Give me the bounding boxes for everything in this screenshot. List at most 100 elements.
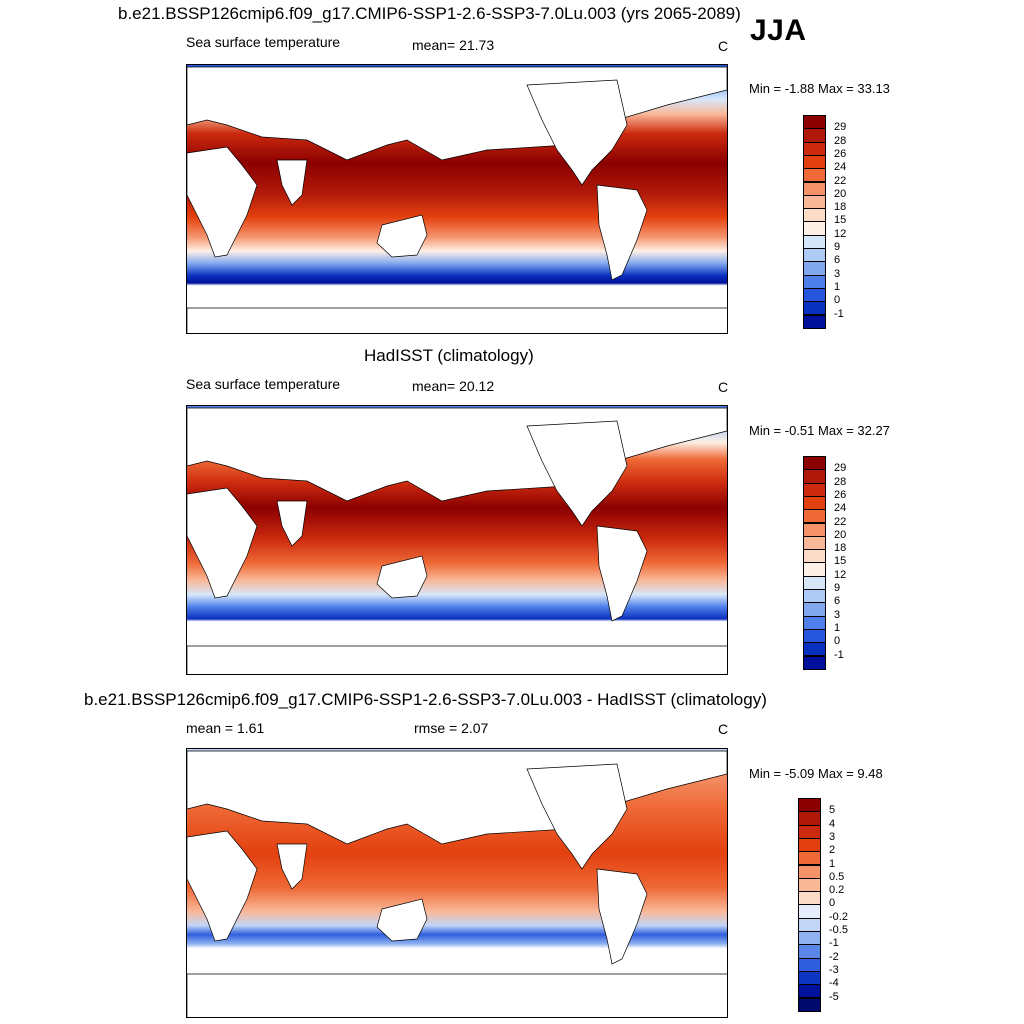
colorbar-swatch (803, 287, 826, 303)
colorbar-label: -2 (829, 950, 839, 963)
colorbar-label: 20 (834, 187, 847, 200)
colorbar-swatch (803, 628, 826, 644)
panel-2-minmax: Min = -0.51 Max = 32.27 (749, 423, 890, 438)
colorbar-label: 26 (834, 488, 847, 501)
colorbar-swatch (803, 168, 826, 183)
colorbar-swatch (803, 128, 826, 143)
colorbar-label: 0.5 (829, 870, 845, 883)
colorbar-swatch (798, 864, 821, 879)
colorbar-swatch (803, 314, 826, 329)
colorbar-swatch (798, 984, 821, 999)
colorbar-label: 0.2 (829, 884, 845, 897)
colorbar-label: -0.2 (829, 910, 848, 923)
colorbar-swatch (803, 194, 826, 210)
colorbar-swatch (803, 261, 826, 276)
colorbar-swatch (803, 575, 826, 590)
colorbar-swatch (803, 221, 826, 236)
colorbar-swatch (803, 141, 826, 156)
colorbar-label: 29 (834, 462, 847, 475)
colorbar-label: 5 (829, 804, 836, 817)
panel-1-map (186, 64, 728, 334)
panel-3-map (186, 748, 728, 1018)
colorbar-label: 1 (834, 280, 841, 293)
colorbar-label: 28 (834, 475, 847, 488)
panel-1-units: C (718, 38, 729, 54)
colorbar-label: 4 (829, 817, 836, 830)
colorbar-swatch (803, 234, 826, 249)
colorbar-swatch (803, 181, 826, 196)
colorbar-label: 1 (829, 857, 836, 870)
panel-1-variable-label: Sea surface temperature (186, 34, 341, 50)
colorbar-label: 18 (834, 542, 847, 555)
colorbar-swatch (803, 208, 826, 223)
colorbar-label: 3 (834, 608, 841, 621)
colorbar-label: -5 (829, 990, 839, 1003)
colorbar-label: 22 (834, 515, 847, 528)
panel-2-mean-label: mean= 20.12 (412, 378, 495, 394)
colorbar-swatch (798, 904, 821, 919)
colorbar-swatch (803, 469, 826, 484)
colorbar-label: 28 (834, 134, 847, 147)
colorbar-swatch (798, 837, 821, 853)
colorbar-label: 20 (834, 528, 847, 541)
colorbar-swatch (803, 495, 826, 511)
colorbar-label: 0 (829, 897, 836, 910)
colorbar-swatch (803, 602, 826, 617)
colorbar-label: 0 (834, 635, 841, 648)
colorbar-label: 24 (834, 502, 847, 515)
colorbar-swatch (803, 642, 826, 657)
colorbar-label: 29 (834, 121, 847, 134)
colorbar-label: -4 (829, 977, 839, 990)
colorbar-swatch (803, 301, 826, 316)
colorbar-label: -0.5 (829, 924, 848, 936)
colorbar-swatch (803, 589, 826, 604)
colorbar-swatch (803, 154, 826, 170)
panel-2-units: C (718, 379, 729, 395)
colorbar-swatch (798, 891, 821, 906)
colorbar-swatch (803, 274, 826, 289)
colorbar-swatch (803, 535, 826, 551)
panel-2-title: HadISST (climatology) (364, 346, 534, 365)
colorbar-label: 12 (834, 227, 847, 240)
colorbar-label: 2 (829, 844, 836, 857)
colorbar-swatch (803, 615, 826, 630)
colorbar-swatch (803, 522, 826, 537)
panel-2-map (186, 405, 728, 675)
colorbar-swatch (798, 811, 821, 826)
colorbar-label: 1 (834, 621, 841, 634)
colorbar-label: 26 (834, 147, 847, 160)
colorbar-label: 24 (834, 161, 847, 174)
panel-1-title: b.e21.BSSP126cmip6.f09_g17.CMIP6-SSP1-2.… (118, 4, 741, 23)
colorbar-swatch (803, 115, 826, 130)
colorbar-swatch (798, 957, 821, 972)
panel-1-minmax: Min = -1.88 Max = 33.13 (749, 81, 890, 96)
panel-3-mean-label: mean = 1.61 (186, 720, 265, 736)
colorbar-label: 15 (834, 555, 847, 568)
colorbar-label: 6 (834, 595, 841, 608)
colorbar-label: 15 (834, 214, 847, 227)
colorbar-swatch (798, 877, 821, 893)
colorbar-swatch (798, 798, 821, 813)
colorbar-swatch (798, 944, 821, 959)
colorbar-swatch (798, 851, 821, 866)
colorbar-swatch (798, 824, 821, 839)
colorbar-swatch (798, 970, 821, 986)
colorbar-label: 9 (834, 241, 841, 253)
colorbar-label: -1 (834, 648, 844, 661)
colorbar-label: 9 (834, 582, 841, 594)
panel-3-title: b.e21.BSSP126cmip6.f09_g17.CMIP6-SSP1-2.… (84, 690, 767, 709)
panel-2-variable-label: Sea surface temperature (186, 376, 341, 392)
colorbar-label: 3 (829, 830, 836, 843)
colorbar-swatch (803, 482, 826, 497)
colorbar-label: 6 (834, 254, 841, 267)
panel-3-rmse-label: rmse = 2.07 (414, 720, 489, 736)
colorbar-label: -1 (834, 307, 844, 320)
colorbar-swatch (798, 931, 821, 946)
colorbar-label: 12 (834, 568, 847, 581)
colorbar-swatch (798, 997, 821, 1012)
panel-3-units: C (718, 721, 729, 737)
colorbar-swatch (798, 917, 821, 932)
colorbar-label: 18 (834, 201, 847, 214)
colorbar-swatch (803, 456, 826, 471)
colorbar-label: 22 (834, 174, 847, 187)
